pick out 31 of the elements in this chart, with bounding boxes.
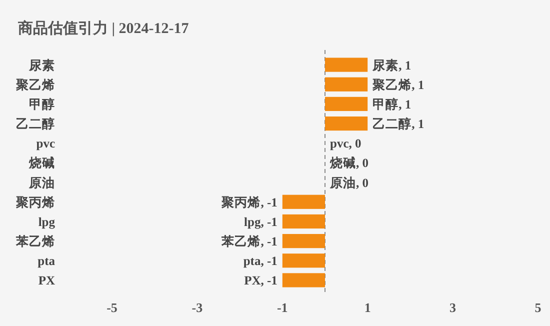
y-tick-label: 苯乙烯 xyxy=(15,234,55,249)
y-tick-label: pta xyxy=(38,254,56,268)
chart-title: 商品估值引力 | 2024-12-17 xyxy=(17,19,190,37)
y-tick-label: 甲醇 xyxy=(29,96,55,112)
x-tick-label: 5 xyxy=(534,300,542,315)
x-tick-label: 1 xyxy=(364,300,371,315)
y-tick-label: 聚丙烯 xyxy=(15,194,55,210)
y-tick-label: 烧碱 xyxy=(28,156,55,170)
data-label: pta, -1 xyxy=(243,254,278,268)
y-tick-label: PX xyxy=(38,274,55,288)
x-tick-label: -3 xyxy=(192,300,204,315)
data-label: 乙二醇, 1 xyxy=(372,116,424,132)
data-label: pvc, 0 xyxy=(330,136,362,151)
data-label: 尿素, 1 xyxy=(372,57,412,72)
data-label: PX, -1 xyxy=(244,274,278,288)
y-tick-label: lpg xyxy=(38,214,56,229)
y-tick-label: 尿素 xyxy=(28,57,55,72)
y-tick-label: 原油 xyxy=(28,176,55,190)
x-tick-label: 3 xyxy=(450,300,457,315)
y-tick-label: pvc xyxy=(36,136,56,151)
x-tick-label: -1 xyxy=(276,300,288,315)
data-label: 甲醇, 1 xyxy=(372,96,412,112)
y-tick-label: 聚乙烯 xyxy=(15,76,55,92)
data-label: lpg, -1 xyxy=(244,214,278,229)
data-label: 聚丙烯, -1 xyxy=(220,194,278,210)
x-tick-label: -5 xyxy=(106,300,118,315)
data-label: 苯乙烯, -1 xyxy=(220,234,278,249)
data-label: 聚乙烯, 1 xyxy=(372,76,424,92)
data-label: 原油, 0 xyxy=(329,176,368,190)
data-label: 烧碱, 0 xyxy=(329,156,368,170)
y-tick-label: 乙二醇 xyxy=(16,116,55,132)
